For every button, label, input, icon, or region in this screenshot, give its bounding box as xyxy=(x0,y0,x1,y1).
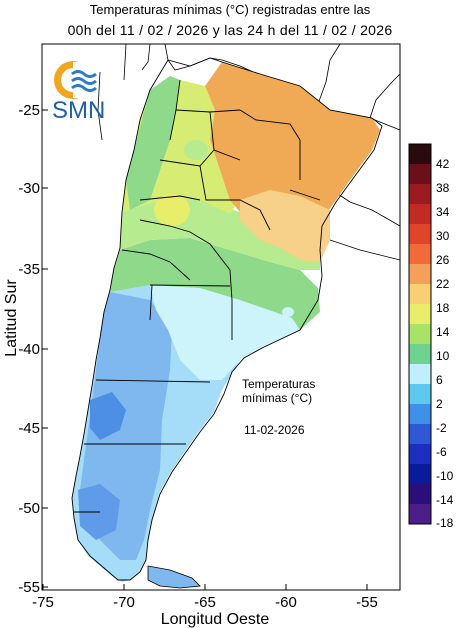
legend-swatch xyxy=(409,464,431,485)
legend-swatch xyxy=(409,484,431,505)
argentina-borders xyxy=(71,57,383,581)
map-title-line-2: 00h del 11 / 02 / 2026 y las 24 h del 11… xyxy=(67,22,393,38)
legend-label: 14 xyxy=(436,325,450,339)
legend-swatch xyxy=(409,164,431,185)
legend-label: 10 xyxy=(436,349,450,363)
legend-label: -6 xyxy=(436,445,447,459)
legend-swatches xyxy=(409,144,431,525)
legend-label: 34 xyxy=(436,205,450,219)
logo-text: SMN xyxy=(52,97,105,124)
legend-label: 26 xyxy=(436,253,450,267)
x-axis: -75 -70 -65 -60 -55 Longitud Oeste xyxy=(32,584,378,628)
x-tick-label: -70 xyxy=(113,594,135,611)
legend-swatch xyxy=(409,344,431,365)
legend-label: -14 xyxy=(436,493,454,507)
legend-label: -2 xyxy=(436,421,447,435)
y-tick-label: -55 xyxy=(18,579,40,596)
legend-label: 38 xyxy=(436,181,450,195)
legend-swatch xyxy=(409,304,431,325)
x-tick-label: -65 xyxy=(194,594,216,611)
legend-label: 2 xyxy=(436,397,443,411)
legend-label: 22 xyxy=(436,277,450,291)
legend-swatch xyxy=(409,424,431,445)
argentina-temperature-fill xyxy=(72,62,380,589)
y-tick-label: -50 xyxy=(18,500,40,517)
legend-label: -18 xyxy=(436,516,454,530)
temperature-legend: 42 38 34 30 26 22 18 14 10 6 2 -2 -6 -10… xyxy=(408,143,454,530)
legend-swatch xyxy=(409,384,431,405)
y-tick-label: -45 xyxy=(18,420,40,437)
map-title-line-1: Temperaturas mínimas (°C) registradas en… xyxy=(89,2,371,17)
legend-swatch xyxy=(409,184,431,205)
y-tick-label: -35 xyxy=(18,261,40,278)
legend-label: 30 xyxy=(436,229,450,243)
x-tick-label: -55 xyxy=(356,594,378,611)
legend-frame xyxy=(408,143,432,525)
legend-swatch xyxy=(409,364,431,385)
x-axis-title: Longitud Oeste xyxy=(161,611,270,628)
annotation-line-2: mínimas (°C) xyxy=(242,391,312,405)
legend-swatch xyxy=(409,244,431,265)
x-tick-label: -60 xyxy=(275,594,297,611)
legend-swatch xyxy=(409,284,431,305)
legend-swatch xyxy=(409,444,431,465)
x-tick-label: -75 xyxy=(32,594,54,611)
legend-swatch xyxy=(409,224,431,245)
map-annotation: Temperaturas mínimas (°C) 11-02-2026 xyxy=(242,377,315,437)
y-tick-label: -30 xyxy=(18,180,40,197)
smn-logo: SMN xyxy=(52,61,105,124)
annotation-line-1: Temperaturas xyxy=(242,377,315,391)
legend-swatch xyxy=(409,404,431,425)
y-axis-title: Latitud Sur xyxy=(3,279,20,357)
legend-label: -10 xyxy=(436,469,454,483)
legend-swatch xyxy=(409,144,431,165)
legend-swatch xyxy=(409,264,431,285)
legend-label: 6 xyxy=(436,373,443,387)
y-tick-label: -25 xyxy=(18,102,40,119)
y-axis: -25 -30 -35 -40 -45 -50 -55 Latitud Sur xyxy=(3,102,48,596)
legend-label: 42 xyxy=(436,157,450,171)
legend-label: 18 xyxy=(436,301,450,315)
annotation-date: 11-02-2026 xyxy=(244,423,305,437)
legend-swatch xyxy=(409,324,431,345)
legend-swatch xyxy=(409,204,431,225)
legend-swatch xyxy=(409,504,431,525)
y-tick-label: -40 xyxy=(18,341,40,358)
